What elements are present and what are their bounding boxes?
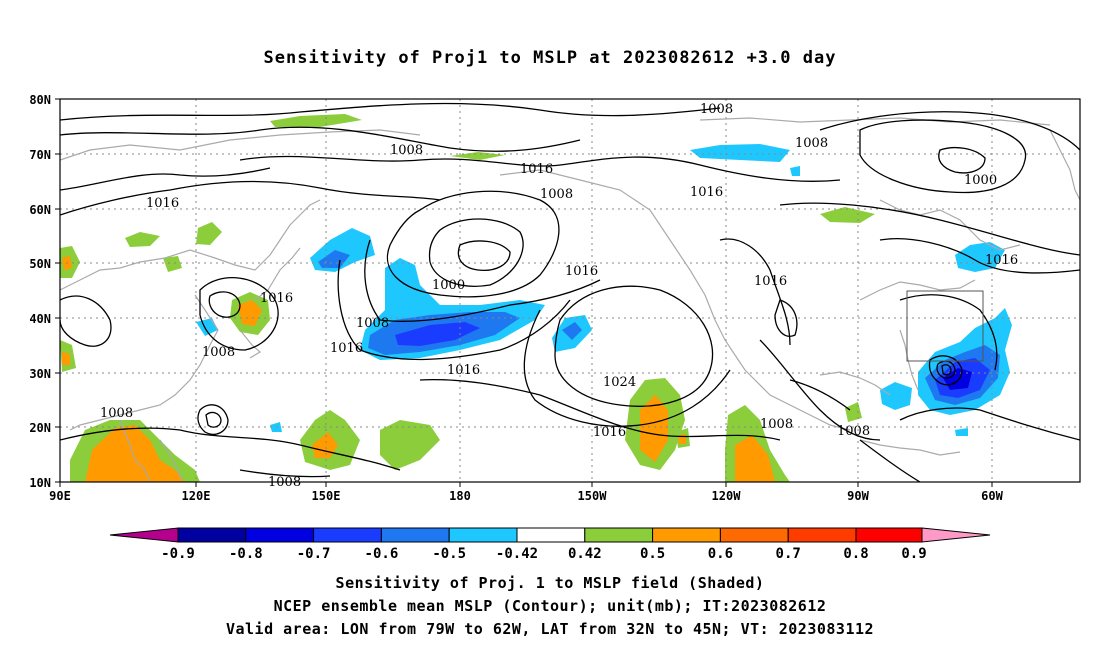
shade-negative [790,166,800,176]
lat-label: 50N [29,257,51,271]
shade-positive [62,352,70,365]
contour-label: 1008 [100,406,133,421]
shade-positive [270,114,362,127]
colorbar-labels: -0.9 -0.8 -0.7 -0.6 -0.5 -0.42 0.42 0.5 … [161,546,927,560]
contour-label: 1016 [330,341,363,356]
colorbar-label: -0.9 [161,546,195,560]
contour-label: 1016 [447,363,480,378]
colorbar-label: 0.5 [640,546,665,560]
colorbar-label: 0.9 [901,546,926,560]
lon-label: 120W [712,489,742,503]
shade-positive [238,300,262,326]
contour-label: 1008 [837,424,870,439]
shade-negative [562,322,582,340]
shade-positive [163,256,182,272]
shade-positive [312,432,338,458]
colorbar-segment [448,527,518,543]
tick-marks [55,98,993,487]
colorbar-segment [584,527,654,543]
contour-label: 1024 [603,375,636,390]
contour-label: 1016 [593,425,626,440]
contour-label: 1008 [760,417,793,432]
colorbar-label: 0.42 [568,546,602,560]
contour-label: 1016 [260,291,293,306]
contour-label: 1000 [964,173,997,188]
shade-negative [395,322,480,346]
coastlines [60,117,1080,482]
contour-label: 1008 [795,136,828,151]
colorbar-left-arrow [109,527,179,543]
colorbar-segment [245,527,315,543]
lon-label: 150W [578,489,608,503]
colorbar-segment [787,527,857,543]
latitude-labels: 80N 70N 60N 50N 40N 30N 20N 10N [29,93,51,490]
mslp-contours [60,102,1080,482]
contour-labels: 1008 1008 1016 1016 1008 1016 1008 1000 … [100,102,1018,490]
colorbar-right-arrow [921,527,991,543]
contour-label: 1008 [390,143,423,158]
lon-label: 120E [182,489,211,503]
contour-label: 1008 [356,316,389,331]
caption-line-1: Sensitivity of Proj. 1 to MSLP field (Sh… [335,574,765,592]
shade-positive [640,395,668,462]
lon-label: 180 [449,489,471,503]
colorbar-segment [380,527,450,543]
contour-label: 1016 [146,196,179,211]
plot-frame [59,98,1081,483]
contour-label: 1016 [520,162,553,177]
lat-label: 70N [29,148,51,162]
colorbar-label: -0.42 [496,546,538,560]
lon-label: 60W [981,489,1003,503]
colorbar-segment [516,527,586,543]
caption-line-2: NCEP ensemble mean MSLP (Contour); unit(… [273,597,827,615]
colorbar-segment [177,527,247,543]
colorbar-segment [855,527,923,543]
shade-negative [880,382,912,410]
caption-line-3: Valid area: LON from 79W to 62W, LAT fro… [225,620,875,638]
colorbar-segment [719,527,789,543]
contour-label: 1000 [432,278,465,293]
lat-label: 40N [29,312,51,326]
contour-label: 1016 [985,253,1018,268]
lon-label: 150E [312,489,341,503]
contour-label: 1016 [754,274,787,289]
lon-label: 90W [847,489,869,503]
shade-positive [196,222,222,245]
colorbar-segment [652,527,721,543]
colorbar-label: 0.6 [708,546,733,560]
colorbar-label: -0.5 [432,546,466,560]
shade-negative [955,428,968,436]
colorbar-segment [313,527,382,543]
colorbar [109,527,991,543]
longitude-labels: 90E 120E 150E 180 150W 120W 90W 60W [49,489,1003,503]
valid-area-box [906,290,984,362]
shade-negative [196,318,218,336]
shade-positive [735,435,775,482]
lat-label: 30N [29,367,51,381]
lon-label: 90E [49,489,71,503]
lat-label: 10N [29,476,51,490]
lat-label: 80N [29,93,51,107]
contour-label: 1016 [690,185,723,200]
sensitivity-map: 1008 1008 1016 1016 1008 1016 1008 1000 … [29,93,1081,560]
shade-negative [690,144,790,162]
shade-positive [85,425,185,482]
contour-label: 1008 [540,187,573,202]
contour-label: 1008 [202,345,235,360]
lat-label: 60N [29,203,51,217]
colorbar-label: 0.7 [776,546,801,560]
contour-label: 1016 [565,264,598,279]
lat-label: 20N [29,421,51,435]
shade-positive [125,232,160,247]
shade-positive [845,402,862,422]
shade-positive [450,152,505,160]
colorbar-label: -0.6 [365,546,399,560]
shade-positive [820,207,875,223]
colorbar-label: -0.8 [229,546,263,560]
map-title: Sensitivity of Proj1 to MSLP at 20230826… [263,48,837,68]
contour-label: 1008 [700,102,733,117]
colorbar-label: -0.7 [297,546,331,560]
shade-positive [380,420,440,470]
colorbar-label: 0.8 [843,546,868,560]
